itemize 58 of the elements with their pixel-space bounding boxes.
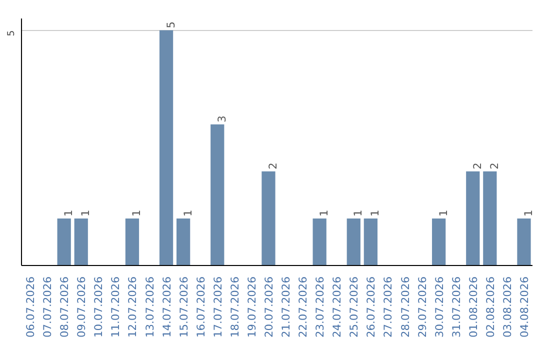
- x-tick-label: 03.08.2026: [500, 276, 514, 338]
- x-tick-label: 12.07.2026: [126, 276, 140, 338]
- bar: [364, 218, 378, 266]
- x-tick-label: 22.07.2026: [296, 276, 310, 338]
- data-label: 1: [352, 210, 365, 216]
- x-tick-label: 06.07.2026: [24, 276, 38, 338]
- x-tick-label: 24.07.2026: [330, 276, 344, 338]
- data-label: 2: [470, 162, 484, 170]
- x-tick-label: 10.07.2026: [92, 276, 106, 338]
- data-label: 1: [79, 210, 92, 216]
- x-tick-label: 11.07.2026: [109, 276, 122, 338]
- data-label: 1: [436, 210, 450, 216]
- x-tick-label: 08.07.2026: [58, 276, 72, 338]
- bar: [517, 218, 531, 266]
- x-tick-label: 28.07.2026: [398, 276, 412, 338]
- data-label: 1: [62, 210, 76, 216]
- bar: [432, 218, 446, 266]
- x-tick-label: 26.07.2026: [364, 276, 378, 338]
- data-label: 5: [164, 21, 178, 28]
- x-tick-label: 29.07.2026: [416, 276, 429, 338]
- data-label: 1: [318, 210, 331, 216]
- x-tick-label: 27.07.2026: [382, 276, 395, 338]
- x-tick-label: 25.07.2026: [348, 276, 361, 338]
- data-label: 2: [266, 162, 280, 170]
- x-tick-label: 18.07.2026: [228, 276, 242, 338]
- x-tick-label: 30.07.2026: [432, 276, 446, 338]
- bar: [312, 218, 326, 266]
- x-tick-label: 23.07.2026: [314, 276, 327, 338]
- data-label: 1: [368, 210, 382, 216]
- x-tick-label: 17.07.2026: [211, 276, 224, 338]
- bar: [74, 218, 88, 266]
- bar: [466, 171, 480, 266]
- data-label: 1: [522, 210, 535, 216]
- x-tick-label: 16.07.2026: [194, 276, 208, 338]
- x-tick-label: 02.08.2026: [484, 276, 497, 338]
- x-tick-label: 13.07.2026: [143, 276, 156, 338]
- bar: [483, 171, 497, 266]
- x-tick-label: 07.07.2026: [41, 276, 54, 338]
- bar: [210, 124, 224, 266]
- data-label: 1: [181, 210, 194, 216]
- x-tick-label: 04.08.2026: [518, 276, 531, 338]
- x-tick-label: 19.07.2026: [245, 276, 258, 338]
- data-label: 3: [215, 116, 228, 122]
- x-tick-label: 31.07.2026: [450, 276, 463, 338]
- bar: [57, 218, 71, 266]
- data-label: 2: [488, 162, 501, 170]
- x-tick-label: 20.07.2026: [262, 276, 276, 338]
- x-tick-label: 21.07.2026: [280, 276, 293, 338]
- bar: [346, 218, 360, 266]
- bar: [159, 30, 174, 266]
- bar: [176, 218, 190, 266]
- bar: [262, 171, 276, 266]
- x-tick-label: 09.07.2026: [75, 276, 88, 338]
- x-tick-label: 01.08.2026: [466, 276, 480, 338]
- x-tick-label: 14.07.2026: [160, 276, 174, 338]
- x-tick-label: 15.07.2026: [177, 276, 190, 338]
- bar: [125, 218, 140, 266]
- data-label: 1: [130, 210, 144, 216]
